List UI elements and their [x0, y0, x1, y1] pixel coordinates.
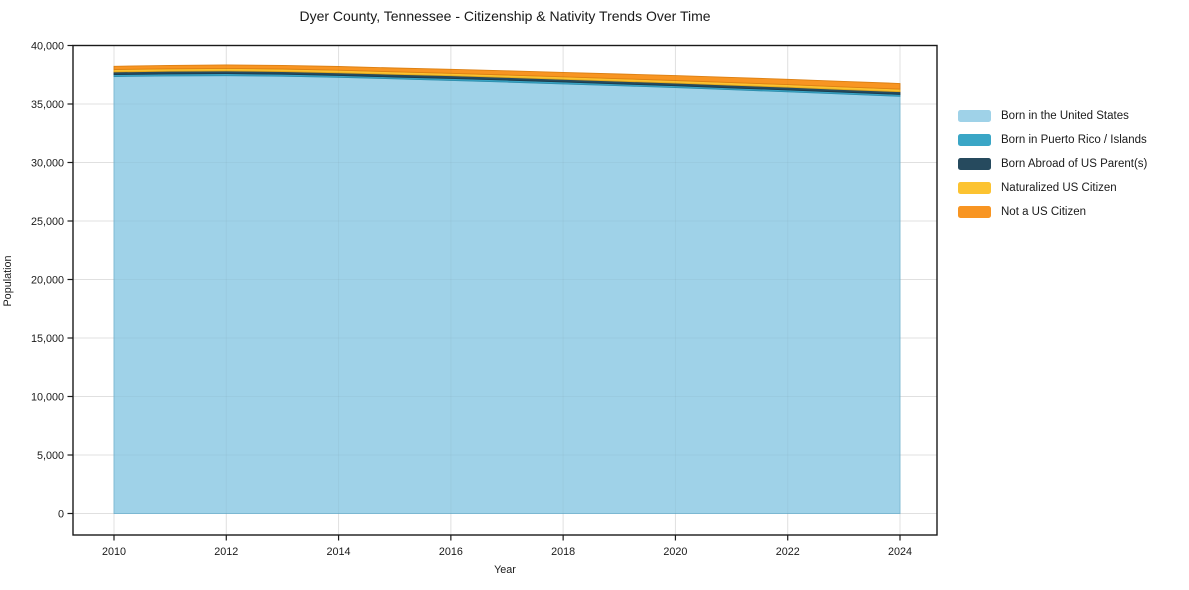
x-tick-label: 2018	[551, 546, 575, 558]
legend-swatch-icon	[958, 110, 991, 122]
legend-swatch-icon	[958, 206, 991, 218]
y-tick-label: 15,000	[31, 333, 64, 345]
x-tick-label: 2012	[214, 546, 238, 558]
legend-label: Naturalized US Citizen	[1001, 182, 1117, 194]
y-tick-label: 5,000	[37, 450, 64, 462]
legend-label: Born Abroad of US Parent(s)	[1001, 158, 1148, 170]
x-tick-label: 2024	[888, 546, 912, 558]
x-tick-label: 2010	[102, 546, 126, 558]
legend-swatch-icon	[958, 182, 991, 194]
legend: Born in the United States Born in Puerto…	[958, 104, 1147, 224]
plot-border	[72, 44, 938, 536]
y-tick-label: 35,000	[31, 99, 64, 111]
legend-label: Born in Puerto Rico / Islands	[1001, 134, 1147, 146]
x-tick-label: 2014	[327, 546, 351, 558]
legend-item: Born in the United States	[958, 104, 1147, 128]
legend-item: Born in Puerto Rico / Islands	[958, 128, 1147, 152]
legend-item: Born Abroad of US Parent(s)	[958, 152, 1147, 176]
y-tick-label: 10,000	[31, 391, 64, 403]
x-axis-label: Year	[494, 564, 516, 576]
y-tick-label: 0	[58, 508, 64, 520]
legend-swatch-icon	[958, 158, 991, 170]
legend-label: Born in the United States	[1001, 110, 1129, 122]
x-tick-label: 2016	[439, 546, 463, 558]
y-tick-label: 20,000	[31, 274, 64, 286]
y-tick-label: 25,000	[31, 216, 64, 228]
legend-label: Not a US Citizen	[1001, 206, 1087, 218]
chart-title: Dyer County, Tennessee - Citizenship & N…	[299, 8, 711, 24]
x-tick-label: 2022	[776, 546, 800, 558]
y-tick-label: 30,000	[31, 157, 64, 169]
area-not-a-us-citizen	[113, 64, 901, 90]
legend-swatch-icon	[958, 134, 991, 146]
y-axis-label: Population	[2, 255, 14, 307]
x-tick-label: 2020	[663, 546, 687, 558]
area-born-in-the-united-states	[113, 75, 901, 514]
y-tick-label: 40,000	[31, 40, 64, 52]
legend-item: Naturalized US Citizen	[958, 176, 1147, 200]
legend-item: Not a US Citizen	[958, 200, 1147, 224]
